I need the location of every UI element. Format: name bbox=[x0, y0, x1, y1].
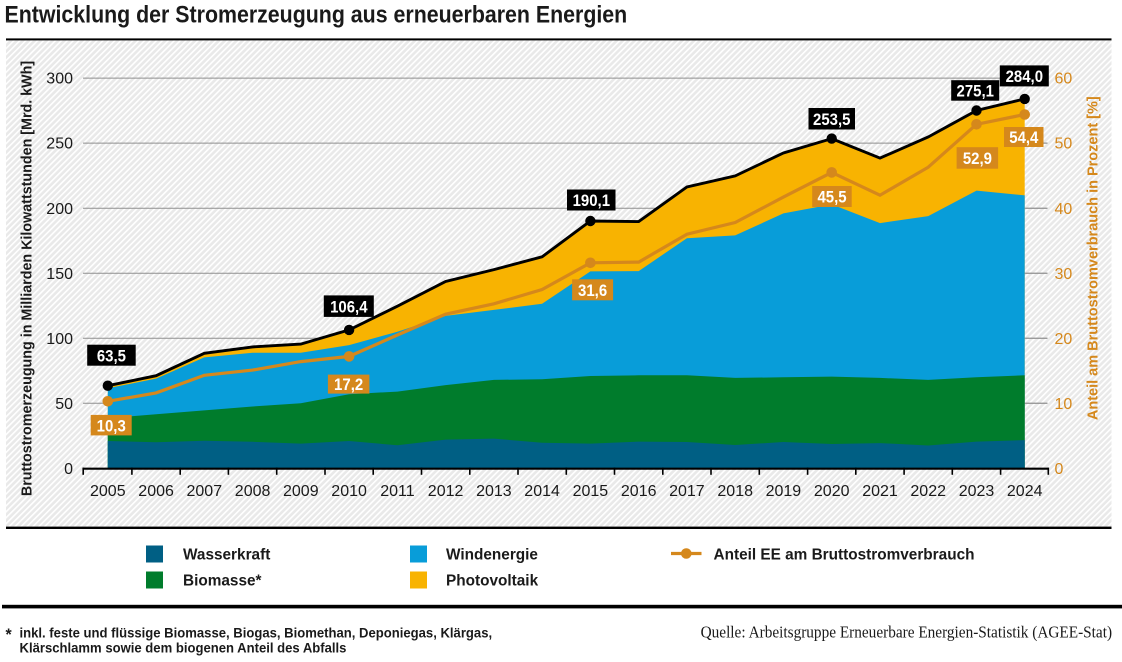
svg-text:inkl. feste und flüssige Bioma: inkl. feste und flüssige Biomasse, Bioga… bbox=[20, 625, 493, 640]
svg-text:*: * bbox=[6, 626, 13, 645]
svg-text:52,9: 52,9 bbox=[963, 150, 992, 168]
svg-text:2007: 2007 bbox=[187, 483, 223, 500]
svg-text:2009: 2009 bbox=[283, 483, 319, 500]
svg-text:63,5: 63,5 bbox=[97, 347, 126, 365]
svg-text:190,1: 190,1 bbox=[573, 192, 611, 210]
svg-text:275,1: 275,1 bbox=[956, 83, 994, 101]
svg-text:2013: 2013 bbox=[476, 483, 512, 500]
svg-text:2024: 2024 bbox=[1007, 483, 1043, 500]
svg-text:100: 100 bbox=[46, 331, 73, 348]
svg-text:54,4: 54,4 bbox=[1009, 129, 1038, 147]
svg-text:2010: 2010 bbox=[331, 483, 367, 500]
svg-text:Quelle: Arbeitsgruppe Erneuerb: Quelle: Arbeitsgruppe Erneuerbare Energi… bbox=[701, 624, 1112, 642]
svg-text:Wasserkraft: Wasserkraft bbox=[183, 546, 271, 563]
svg-text:31,6: 31,6 bbox=[578, 282, 607, 300]
svg-text:2006: 2006 bbox=[138, 483, 174, 500]
svg-text:50: 50 bbox=[55, 396, 73, 413]
svg-text:Photovoltaik: Photovoltaik bbox=[446, 572, 538, 589]
svg-text:20: 20 bbox=[1055, 331, 1073, 348]
svg-text:40: 40 bbox=[1055, 201, 1073, 218]
svg-text:250: 250 bbox=[46, 136, 73, 153]
svg-text:2015: 2015 bbox=[573, 483, 609, 500]
svg-text:Biomasse*: Biomasse* bbox=[183, 572, 262, 589]
svg-text:2016: 2016 bbox=[621, 483, 657, 500]
svg-text:17,2: 17,2 bbox=[334, 376, 363, 394]
svg-text:2005: 2005 bbox=[90, 483, 126, 500]
svg-text:Klärschlamm sowie dem biogenen: Klärschlamm sowie dem biogenen Anteil de… bbox=[20, 640, 347, 655]
svg-text:45,5: 45,5 bbox=[817, 189, 846, 207]
svg-text:Windenergie: Windenergie bbox=[446, 546, 538, 563]
svg-text:Anteil am Bruttostromverbrauch: Anteil am Bruttostromverbrauch in Prozen… bbox=[1086, 96, 1102, 420]
svg-text:284,0: 284,0 bbox=[1006, 68, 1044, 86]
svg-text:2023: 2023 bbox=[959, 483, 995, 500]
svg-text:0: 0 bbox=[1055, 461, 1064, 478]
svg-text:2008: 2008 bbox=[235, 483, 271, 500]
svg-text:Bruttostromerzeugung in Millia: Bruttostromerzeugung in Milliarden Kilow… bbox=[20, 61, 36, 496]
svg-text:2021: 2021 bbox=[862, 483, 898, 500]
svg-text:253,5: 253,5 bbox=[813, 111, 851, 129]
svg-text:200: 200 bbox=[46, 201, 73, 218]
svg-text:2014: 2014 bbox=[524, 483, 560, 500]
svg-text:150: 150 bbox=[46, 266, 73, 283]
svg-text:30: 30 bbox=[1055, 266, 1073, 283]
svg-text:106,4: 106,4 bbox=[330, 298, 368, 316]
svg-text:Anteil EE am Bruttostromverbra: Anteil EE am Bruttostromverbrauch bbox=[714, 546, 975, 563]
svg-text:10: 10 bbox=[1055, 396, 1073, 413]
svg-text:2012: 2012 bbox=[428, 483, 464, 500]
svg-text:60: 60 bbox=[1055, 71, 1073, 88]
svg-text:300: 300 bbox=[46, 71, 73, 88]
svg-text:2018: 2018 bbox=[717, 483, 753, 500]
svg-text:2020: 2020 bbox=[814, 483, 850, 500]
svg-text:0: 0 bbox=[64, 461, 73, 478]
svg-text:10,3: 10,3 bbox=[97, 417, 126, 435]
svg-text:50: 50 bbox=[1055, 136, 1073, 153]
svg-text:2011: 2011 bbox=[380, 483, 415, 500]
svg-text:2019: 2019 bbox=[766, 483, 802, 500]
svg-text:Entwicklung der Stromerzeugung: Entwicklung der Stromerzeugung aus erneu… bbox=[5, 0, 628, 27]
svg-text:2017: 2017 bbox=[669, 483, 705, 500]
svg-text:2022: 2022 bbox=[910, 483, 946, 500]
